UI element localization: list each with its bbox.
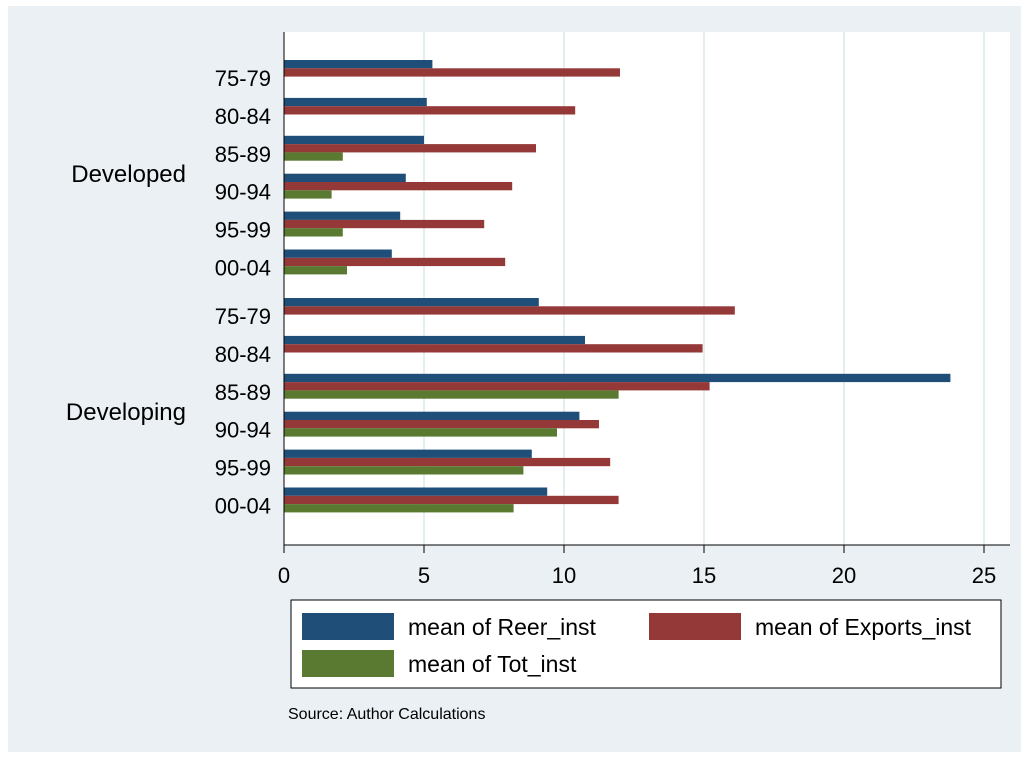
x-axis-ticks: 0 5 10 15 20 25 [278,545,996,588]
bar [284,182,513,191]
bar [284,228,343,237]
legend-swatch [302,613,394,640]
category-label: 90-94 [215,180,271,205]
bar [284,60,433,69]
bar [284,106,576,115]
bar [284,390,619,399]
y-axis-labels: 75-79 80-84 85-89 90-94 95-99 00-04 75-79 80-84… [215,66,271,519]
legend-box [290,599,1002,689]
bar [284,373,951,383]
legend-swatch [649,613,741,640]
legend-label: mean of Exports_inst [755,614,972,640]
bar [284,504,514,513]
bar [284,495,619,505]
bar [284,411,580,420]
category-label: 95-99 [215,456,271,481]
category-label: 00-04 [215,256,271,281]
x-tick-label: 25 [972,563,996,588]
category-label: 90-94 [215,418,271,443]
bar [284,135,424,145]
bar [284,68,620,77]
legend-label: mean of Tot_inst [408,651,577,677]
bar [284,249,392,258]
x-tick-label: 20 [832,563,856,588]
category-label: 80-84 [215,342,271,367]
bar [284,420,599,429]
legend: mean of Reer_inst mean of Exports_instmea… [290,599,1002,689]
bar [284,173,406,182]
x-tick-label: 15 [692,563,716,588]
bar [284,466,524,475]
category-label: 95-99 [215,218,271,243]
bar [284,219,485,229]
legend-swatch [302,650,394,677]
category-label: 85-89 [215,380,271,405]
group-label: Developing [66,399,186,426]
bar [284,344,703,353]
bar [284,487,548,496]
group-label: Developed [71,161,186,188]
x-tick-label: 0 [278,563,290,588]
x-tick-label: 10 [552,563,576,588]
source-note: Source: Author Calculations [288,706,485,723]
bar [284,266,347,275]
bar [284,211,401,220]
x-tick-label: 5 [418,563,430,588]
bar [284,97,427,107]
category-label: 75-79 [215,304,271,329]
category-label: 00-04 [215,494,271,519]
category-label: 75-79 [215,66,271,91]
bar [284,298,539,307]
group-labels: Developed Developing [66,161,186,426]
bar [284,382,710,391]
bar [284,306,735,315]
bar [284,144,536,153]
bar [284,428,557,437]
bar [284,152,343,161]
category-label: 80-84 [215,104,271,129]
bar [284,449,532,458]
category-label: 85-89 [215,142,271,167]
bar [284,190,332,199]
bar [284,257,506,267]
legend-label: mean of Reer_inst [408,614,597,640]
bar [284,335,585,345]
bars [284,60,951,513]
bar [284,457,611,467]
